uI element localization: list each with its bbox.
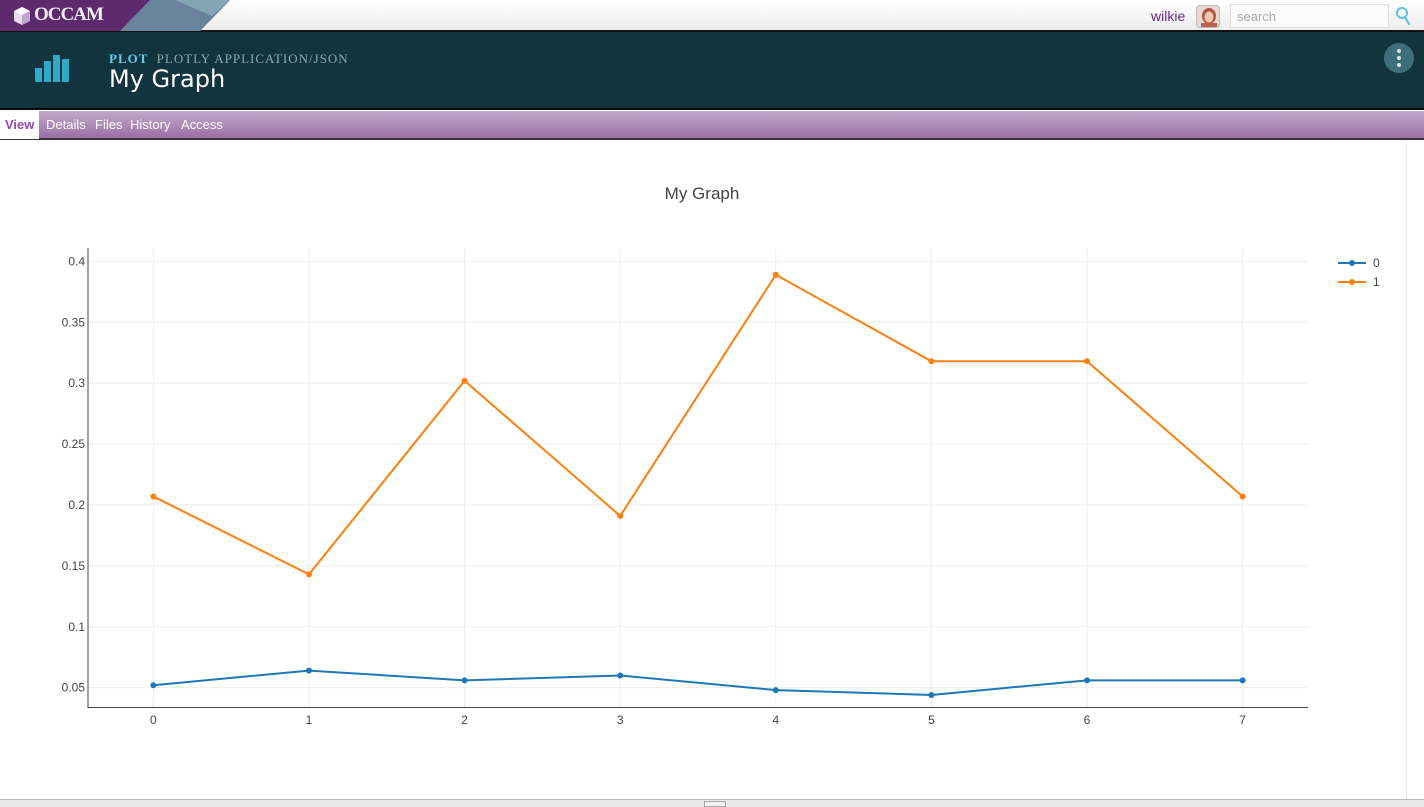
- right-divider: [1406, 141, 1407, 799]
- resize-grip-icon[interactable]: [704, 801, 726, 807]
- tab-history[interactable]: History: [130, 117, 171, 132]
- tab-bar: View Details Files History Access: [0, 111, 1424, 140]
- series-1-point[interactable]: [150, 493, 157, 500]
- x-tick-label: 4: [772, 713, 779, 727]
- series-0-point[interactable]: [1084, 677, 1091, 684]
- object-subtype: plotly application/json: [156, 51, 349, 66]
- bottom-scrollbar[interactable]: [0, 799, 1424, 807]
- series-1-point[interactable]: [772, 271, 779, 278]
- y-tick-label: 0.3: [68, 376, 85, 390]
- tab-access[interactable]: Access: [181, 117, 223, 132]
- x-tick-label: 0: [150, 713, 157, 727]
- series-0-point[interactable]: [305, 667, 312, 674]
- page-title: My Graph: [109, 65, 226, 93]
- series-1-point[interactable]: [305, 571, 312, 578]
- series-0-line: [153, 669, 1243, 696]
- series-1-point[interactable]: [1084, 358, 1091, 365]
- object-type: plot: [109, 51, 149, 66]
- series-0-point[interactable]: [617, 672, 624, 679]
- more-dot-icon: [1397, 56, 1401, 60]
- series-0-point[interactable]: [150, 682, 157, 689]
- logo-text: OCCAM: [34, 4, 104, 25]
- tab-files[interactable]: Files: [95, 117, 123, 132]
- y-tick-label: 0.35: [62, 315, 86, 329]
- y-tick-label: 0.25: [62, 437, 86, 451]
- y-tick-label: 0.1: [68, 620, 85, 634]
- series-0-point[interactable]: [928, 691, 935, 698]
- series-1-point[interactable]: [617, 512, 624, 519]
- x-tick-label: 7: [1239, 713, 1246, 727]
- series-1-point[interactable]: [461, 377, 468, 384]
- x-tick-label: 5: [928, 713, 935, 727]
- chart-legend: 01: [1338, 256, 1380, 289]
- logo[interactable]: OCCAM: [0, 0, 230, 31]
- object-header: plot plotly application/json My Graph: [0, 32, 1424, 110]
- series-group: [150, 271, 1246, 698]
- cube-logo-icon: [14, 7, 30, 25]
- chart-grid: [88, 248, 1308, 708]
- y-tick-label: 0.4: [68, 254, 85, 268]
- more-options-button[interactable]: [1384, 43, 1414, 73]
- y-tick-label: 0.2: [68, 498, 85, 512]
- x-tick-label: 1: [306, 713, 313, 727]
- axis-ticks: 0 1 2 3 4 5 6 7 0.05 0.1 0.15 0.2 0.25 0.3 0.35 0.4: [62, 254, 1247, 727]
- x-tick-label: 2: [461, 713, 468, 727]
- x-tick-label: 3: [617, 713, 624, 727]
- chart-title: My Graph: [665, 184, 740, 203]
- logo-background: [0, 0, 230, 31]
- series-0-point[interactable]: [772, 687, 779, 694]
- bar-chart-icon: [35, 55, 69, 82]
- x-tick-label: 6: [1084, 713, 1091, 727]
- search-input[interactable]: [1230, 4, 1389, 28]
- line-chart[interactable]: My Graph 0 1 2 3 4 5 6 70.050.10.150.20.250.30.…: [0, 141, 1424, 799]
- legend-label[interactable]: 0: [1373, 256, 1380, 270]
- legend-swatch-marker: [1349, 260, 1355, 266]
- avatar-image: [1197, 6, 1219, 27]
- series-1-point[interactable]: [928, 358, 935, 365]
- username-link[interactable]: wilkie: [1151, 8, 1186, 24]
- series-1-point[interactable]: [1239, 493, 1246, 500]
- y-tick-label: 0.15: [62, 559, 86, 573]
- avatar[interactable]: [1196, 5, 1220, 28]
- tab-view[interactable]: View: [0, 111, 40, 139]
- legend-label[interactable]: 1: [1373, 275, 1380, 289]
- object-type-line: plot plotly application/json: [109, 51, 349, 67]
- tab-details[interactable]: Details: [46, 117, 86, 132]
- search-icon[interactable]: [1394, 6, 1412, 26]
- y-tick-label: 0.05: [62, 681, 86, 695]
- legend-swatch-marker: [1349, 279, 1355, 285]
- top-bar: OCCAM wilkie: [0, 0, 1424, 32]
- more-dot-icon: [1397, 49, 1401, 53]
- more-dot-icon: [1397, 63, 1401, 67]
- series-0-point[interactable]: [461, 677, 468, 684]
- chart-area: My Graph 0 1 2 3 4 5 6 7 0.05 0.1 0.15 0.2 0.25 0.3 0.…: [0, 141, 1424, 799]
- series-0-point[interactable]: [1239, 677, 1246, 684]
- series-1-line: [152, 273, 1244, 576]
